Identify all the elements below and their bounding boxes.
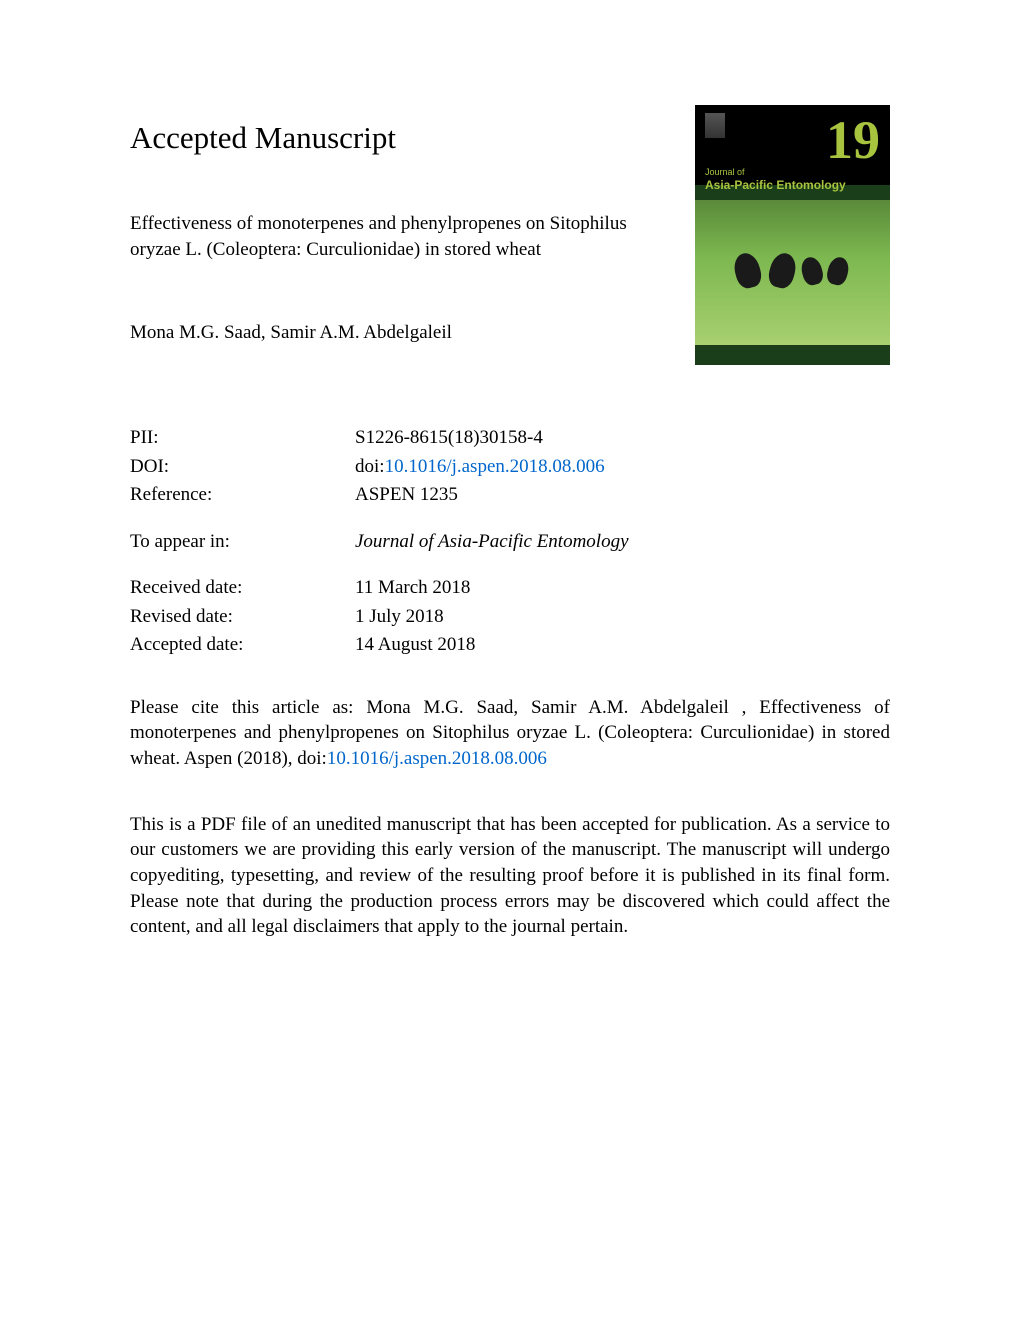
doi-link[interactable]: 10.1016/j.aspen.2018.08.006 — [385, 456, 605, 477]
doi-prefix: doi: — [355, 456, 385, 477]
cover-image — [695, 200, 890, 345]
butterfly-icon — [805, 257, 845, 289]
disclaimer: This is a PDF file of an unedited manusc… — [130, 812, 890, 940]
received-label: Received date: — [130, 574, 355, 603]
header-row: Accepted Manuscript Effectiveness of mon… — [130, 120, 890, 384]
accepted-value: 14 August 2018 — [355, 631, 890, 660]
cover-bottom — [695, 345, 890, 365]
citation-doi-link[interactable]: 10.1016/j.aspen.2018.08.006 — [327, 748, 547, 769]
metadata-group-ids: PII: S1226-8615(18)30158-4 DOI: doi:10.1… — [130, 424, 890, 510]
appear-value: Journal of Asia-Pacific Entomology — [355, 528, 890, 557]
left-content: Accepted Manuscript Effectiveness of mon… — [130, 120, 695, 384]
metadata-table: PII: S1226-8615(18)30158-4 DOI: doi:10.1… — [130, 424, 890, 660]
metadata-row-reference: Reference: ASPEN 1235 — [130, 481, 890, 510]
reference-value: ASPEN 1235 — [355, 481, 890, 510]
pii-value: S1226-8615(18)30158-4 — [355, 424, 890, 453]
metadata-row-accepted: Accepted date: 14 August 2018 — [130, 631, 890, 660]
received-value: 11 March 2018 — [355, 574, 890, 603]
journal-cover: 19 Journal of Asia-Pacific Entomology — [695, 105, 890, 365]
citation: Please cite this article as: Mona M.G. S… — [130, 695, 890, 772]
doi-value: doi:10.1016/j.aspen.2018.08.006 — [355, 453, 890, 482]
article-title: Effectiveness of monoterpenes and phenyl… — [130, 211, 665, 262]
cover-journal-name: Journal of Asia-Pacific Entomology — [705, 167, 846, 192]
elsevier-logo-icon — [705, 113, 725, 138]
metadata-group-appear: To appear in: Journal of Asia-Pacific En… — [130, 528, 890, 557]
authors: Mona M.G. Saad, Samir A.M. Abdelgaleil — [130, 322, 665, 344]
appear-label: To appear in: — [130, 528, 355, 557]
pii-label: PII: — [130, 424, 355, 453]
reference-label: Reference: — [130, 481, 355, 510]
accepted-heading: Accepted Manuscript — [130, 120, 665, 156]
cover-journal-main: Asia-Pacific Entomology — [705, 178, 846, 192]
cover-volume: 19 — [826, 113, 880, 167]
metadata-row-received: Received date: 11 March 2018 — [130, 574, 890, 603]
revised-value: 1 July 2018 — [355, 603, 890, 632]
metadata-row-doi: DOI: doi:10.1016/j.aspen.2018.08.006 — [130, 453, 890, 482]
revised-label: Revised date: — [130, 603, 355, 632]
doi-label: DOI: — [130, 453, 355, 482]
accepted-label: Accepted date: — [130, 631, 355, 660]
cover-journal-prefix: Journal of — [705, 167, 745, 177]
metadata-group-dates: Received date: 11 March 2018 Revised dat… — [130, 574, 890, 660]
metadata-row-appear: To appear in: Journal of Asia-Pacific En… — [130, 528, 890, 557]
butterfly-icon — [740, 253, 790, 293]
metadata-row-pii: PII: S1226-8615(18)30158-4 — [130, 424, 890, 453]
metadata-row-revised: Revised date: 1 July 2018 — [130, 603, 890, 632]
